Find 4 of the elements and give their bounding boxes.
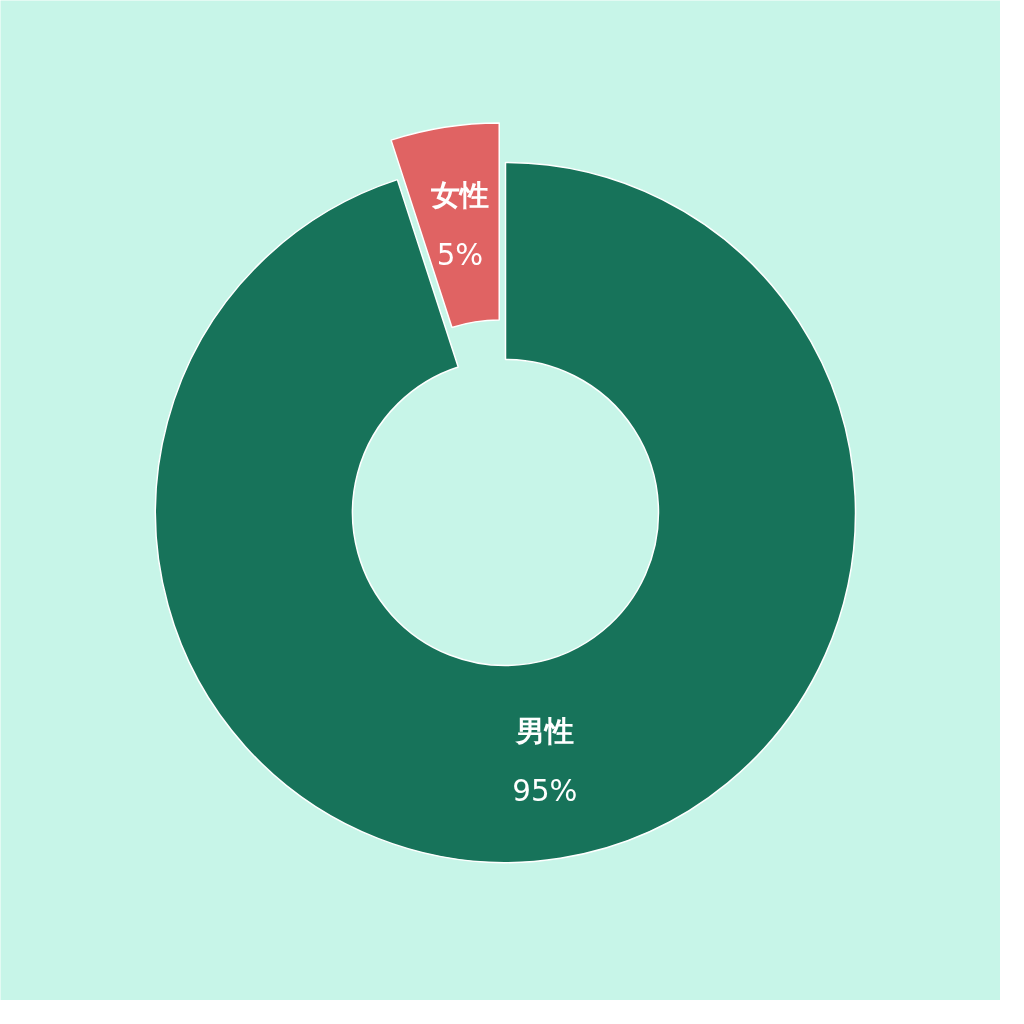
slice-label: 女性 xyxy=(429,177,489,212)
slice-label: 男性 xyxy=(514,713,574,748)
data-label: 95% xyxy=(512,773,578,808)
data-label: 5% xyxy=(436,237,484,272)
